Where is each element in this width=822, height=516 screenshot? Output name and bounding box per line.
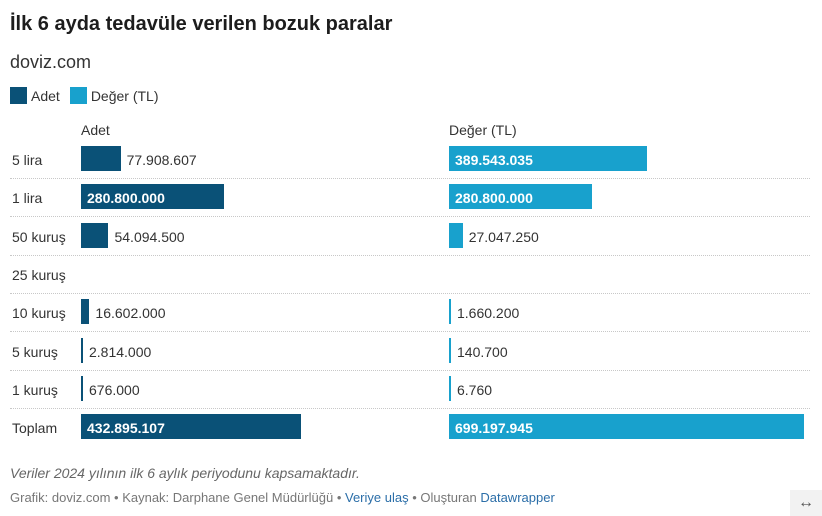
legend-label-adet: Adet bbox=[31, 87, 60, 104]
category-label: 5 kuruş bbox=[12, 343, 58, 360]
chart-title: İlk 6 ayda tedavüle verilen bozuk parala… bbox=[10, 13, 393, 35]
expand-icon[interactable]: ↔ bbox=[790, 490, 822, 516]
adet-value-label: 676.000 bbox=[89, 381, 140, 398]
adet-bar bbox=[81, 184, 224, 210]
deger-bar bbox=[449, 337, 451, 363]
adet-value-label: 16.602.000 bbox=[95, 305, 166, 322]
deger-value-label: 389.543.035 bbox=[455, 152, 533, 168]
footer-middle: • Oluşturan bbox=[408, 490, 481, 505]
legend-label-deger: Değer (TL) bbox=[90, 87, 159, 104]
adet-bar bbox=[81, 414, 301, 440]
legend: Adet Değer (TL) bbox=[10, 87, 159, 104]
category-label: 50 kuruş bbox=[12, 228, 66, 245]
adet-value-label: 77.908.607 bbox=[126, 152, 197, 168]
adet-bar bbox=[81, 299, 90, 325]
legend-item-deger: Değer (TL) bbox=[69, 87, 159, 104]
category-label: 1 kuruş bbox=[12, 381, 58, 398]
adet-bar bbox=[81, 222, 109, 248]
chart-row: Toplam 432.895.107 699.197.945 bbox=[10, 408, 810, 446]
legend-swatch-adet bbox=[10, 87, 27, 104]
chart-note: Veriler 2024 yılının ilk 6 aylık periyod… bbox=[10, 465, 360, 481]
column-header-adet: Adet bbox=[81, 122, 110, 138]
legend-swatch-deger bbox=[69, 87, 87, 104]
datawrapper-link[interactable]: Datawrapper bbox=[480, 490, 555, 505]
chart-row: 50 kuruş 54.094.500 27.047.250 bbox=[10, 217, 810, 256]
data-link[interactable]: Veriye ulaş bbox=[345, 490, 409, 505]
deger-value-label: 27.047.250 bbox=[468, 228, 539, 245]
chart-footer: Grafik: doviz.com • Kaynak: Darphane Gen… bbox=[10, 490, 555, 505]
deger-value-label: 280.800.000 bbox=[455, 190, 533, 207]
deger-bar bbox=[449, 184, 592, 210]
adet-value-label: 432.895.107 bbox=[87, 420, 165, 437]
deger-value-label: 1.660.200 bbox=[457, 305, 520, 322]
chart-row: 1 lira 280.800.000 280.800.000 bbox=[10, 178, 810, 218]
chart-row: 5 kuruş 2.814.000 140.700 bbox=[10, 332, 810, 371]
adet-bar bbox=[81, 337, 83, 363]
column-header-deger: Değer (TL) bbox=[449, 122, 517, 138]
chart-row: 10 kuruş 16.602.000 1.660.200 bbox=[10, 293, 810, 333]
deger-value-label: 140.700 bbox=[457, 343, 508, 360]
category-label: 25 kuruş bbox=[12, 266, 66, 283]
footer-source: Grafik: doviz.com • Kaynak: Darphane Gen… bbox=[10, 490, 345, 505]
deger-bar bbox=[449, 375, 451, 401]
adet-bar bbox=[81, 375, 83, 401]
chart-row: 5 lira 77.908.607 389.543.035 bbox=[10, 140, 810, 179]
adet-value-label: 280.800.000 bbox=[87, 190, 165, 207]
category-label: Toplam bbox=[12, 420, 58, 437]
chart-row: 1 kuruş 676.000 6.760 bbox=[10, 370, 810, 409]
category-label: 1 lira bbox=[12, 190, 43, 207]
adet-bar bbox=[81, 146, 121, 171]
chart-row: 25 kuruş bbox=[10, 255, 810, 294]
legend-item-adet: Adet bbox=[10, 87, 60, 104]
category-label: 5 lira bbox=[12, 152, 43, 168]
category-label: 10 kuruş bbox=[12, 305, 66, 322]
deger-bar bbox=[449, 146, 647, 171]
deger-value-label: 699.197.945 bbox=[455, 420, 533, 437]
chart-subtitle: doviz.com bbox=[10, 52, 92, 72]
adet-value-label: 2.814.000 bbox=[89, 343, 152, 360]
deger-bar bbox=[449, 299, 451, 325]
adet-value-label: 54.094.500 bbox=[114, 228, 185, 245]
deger-bar bbox=[449, 222, 463, 248]
deger-bar bbox=[449, 414, 804, 440]
deger-value-label: 6.760 bbox=[457, 381, 493, 398]
